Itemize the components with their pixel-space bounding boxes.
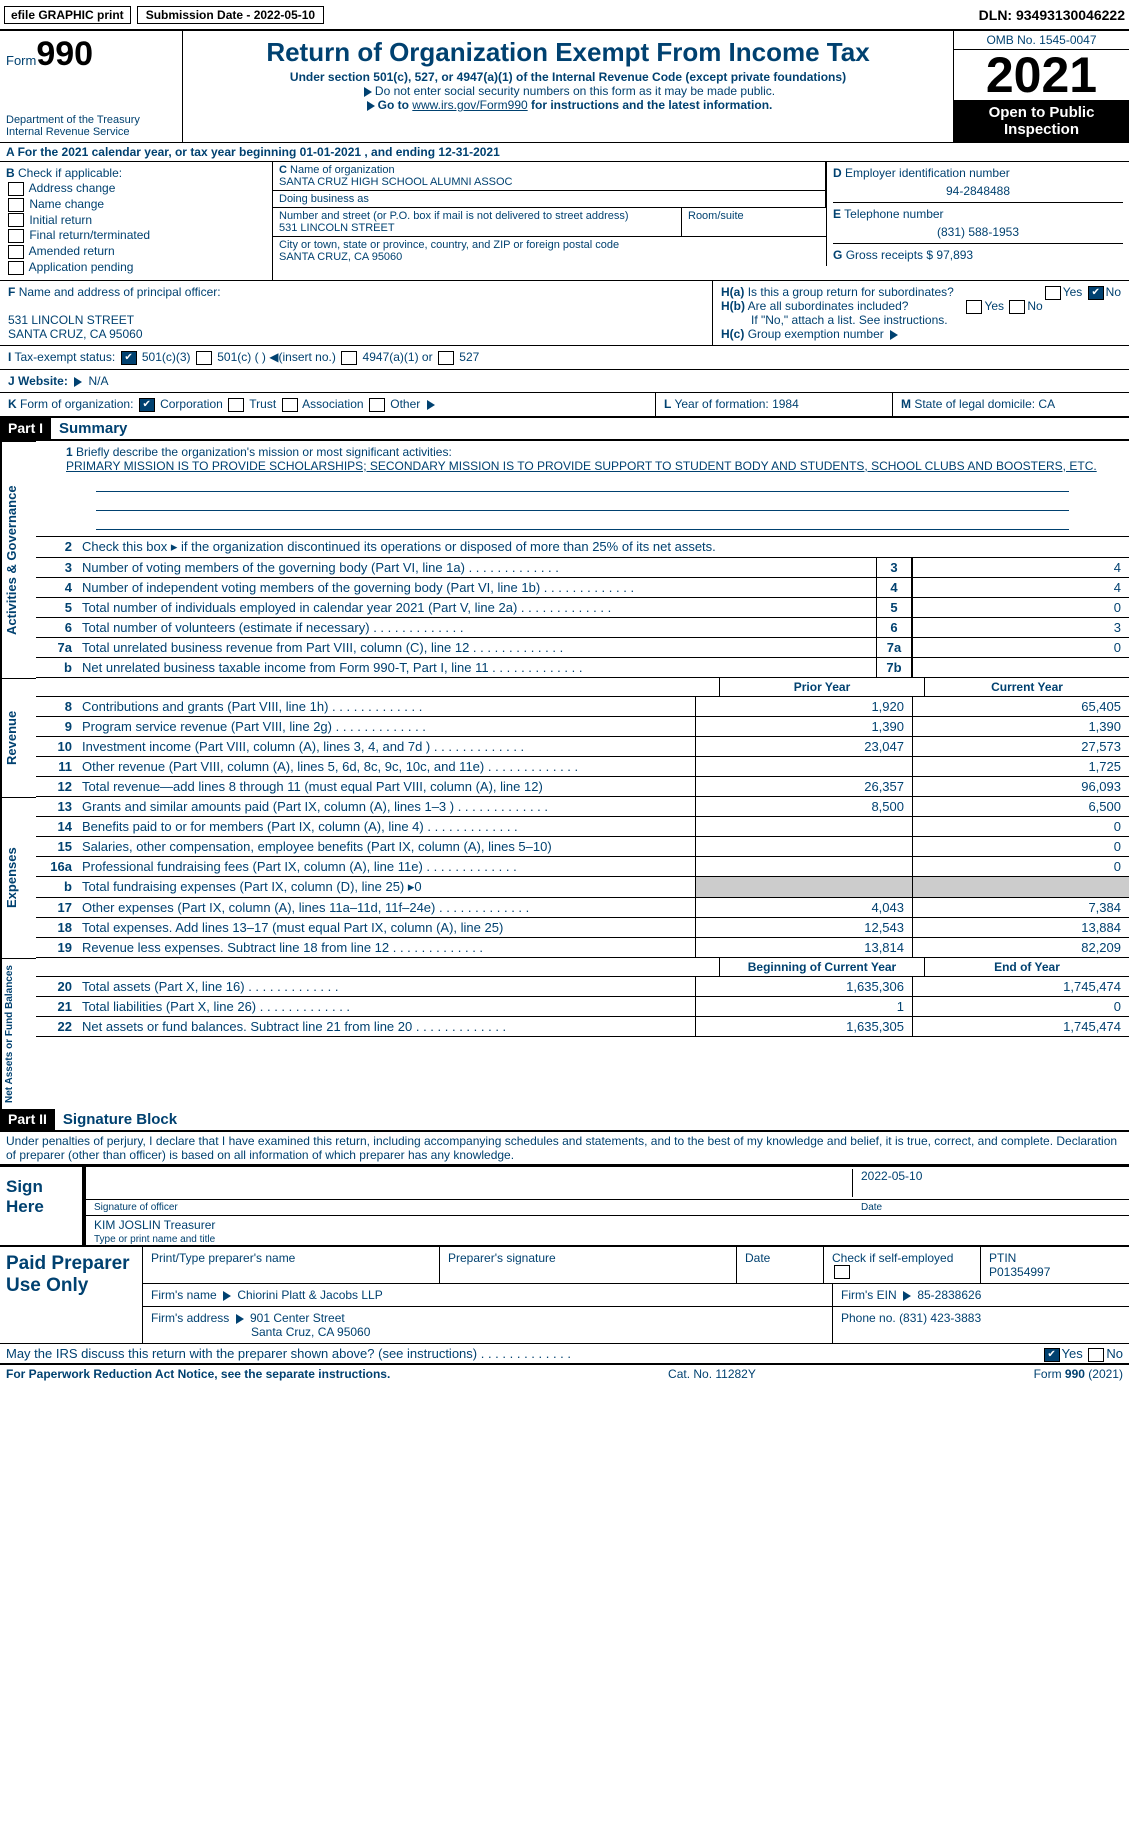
line-7b: bNet unrelated business taxable income f…: [36, 658, 1129, 678]
line-16b: bTotal fundraising expenses (Part IX, co…: [36, 877, 1129, 898]
tax-year: 2021: [954, 50, 1129, 100]
line-5: 5Total number of individuals employed in…: [36, 598, 1129, 618]
line-17: 17Other expenses (Part IX, column (A), l…: [36, 898, 1129, 918]
irs-label: Internal Revenue Service: [6, 126, 176, 138]
activities-governance: Activities & Governance 1 Briefly descri…: [0, 441, 1129, 678]
form-number: Form990: [6, 35, 176, 74]
net-assets-section: Net Assets or Fund Balances Beginning of…: [0, 958, 1129, 1109]
arrow-icon: [236, 1314, 244, 1324]
top-bar: efile GRAPHIC print Submission Date - 20…: [0, 0, 1129, 31]
revenue-section: Revenue Prior YearCurrent Year 8Contribu…: [0, 678, 1129, 797]
arrow-icon: [367, 101, 375, 111]
line-13: 13Grants and similar amounts paid (Part …: [36, 797, 1129, 817]
arrow-icon: [364, 87, 372, 97]
line-2: 2Check this box ▸ if the organization di…: [36, 537, 1129, 558]
line-10: 10Investment income (Part VIII, column (…: [36, 737, 1129, 757]
arrow-icon: [427, 400, 435, 410]
line-4: 4Number of independent voting members of…: [36, 578, 1129, 598]
footer: For Paperwork Reduction Act Notice, see …: [0, 1363, 1129, 1383]
box-c: C Name of organizationSANTA CRUZ HIGH SC…: [273, 162, 827, 266]
row-i: I Tax-exempt status: ✔ 501(c)(3) 501(c) …: [0, 346, 1129, 370]
arrow-icon: [903, 1291, 911, 1301]
line-21: 21Total liabilities (Part X, line 26)10: [36, 997, 1129, 1017]
box-deg: D Employer identification number94-28484…: [827, 162, 1129, 266]
row-a-period: A For the 2021 calendar year, or tax yea…: [0, 143, 1129, 162]
part1-header: Part I Summary: [0, 418, 1129, 441]
dept-treasury: Department of the Treasury: [6, 114, 176, 126]
link-note: Go to www.irs.gov/Form990 for instructio…: [191, 98, 945, 112]
dln: DLN: 93493130046222: [979, 7, 1125, 23]
line-6: 6Total number of volunteers (estimate if…: [36, 618, 1129, 638]
efile-print-button[interactable]: efile GRAPHIC print: [4, 6, 131, 24]
submission-date: Submission Date - 2022-05-10: [137, 6, 324, 24]
line-20: 20Total assets (Part X, line 16)1,635,30…: [36, 977, 1129, 997]
row-k: K Form of organization: ✔ Corporation Tr…: [0, 393, 1129, 418]
sign-here-block: Sign Here 2022-05-10 Signature of office…: [0, 1165, 1129, 1245]
line-18: 18Total expenses. Add lines 13–17 (must …: [36, 918, 1129, 938]
row-fh: F Name and address of principal officer:…: [0, 281, 1129, 346]
declaration: Under penalties of perjury, I declare th…: [0, 1132, 1129, 1165]
form-header: Form990 Department of the Treasury Inter…: [0, 31, 1129, 143]
public-inspection: Open to Public Inspection: [954, 100, 1129, 142]
line-15: 15Salaries, other compensation, employee…: [36, 837, 1129, 857]
part2-header: Part II Signature Block: [0, 1109, 1129, 1132]
line-14: 14Benefits paid to or for members (Part …: [36, 817, 1129, 837]
box-b: B Check if applicable: Address change Na…: [0, 162, 273, 280]
discuss-row: May the IRS discuss this return with the…: [0, 1343, 1129, 1363]
line-11: 11Other revenue (Part VIII, column (A), …: [36, 757, 1129, 777]
form-subtitle: Under section 501(c), 527, or 4947(a)(1)…: [191, 70, 945, 84]
line-3: 3Number of voting members of the governi…: [36, 558, 1129, 578]
line-16a: 16aProfessional fundraising fees (Part I…: [36, 857, 1129, 877]
line-19: 19Revenue less expenses. Subtract line 1…: [36, 938, 1129, 958]
arrow-icon: [890, 330, 898, 340]
arrow-icon: [74, 377, 82, 387]
line-12: 12Total revenue—add lines 8 through 11 (…: [36, 777, 1129, 797]
box-f: F Name and address of principal officer:…: [0, 281, 713, 345]
line-9: 9Program service revenue (Part VIII, lin…: [36, 717, 1129, 737]
expenses-section: Expenses 13Grants and similar amounts pa…: [0, 797, 1129, 958]
arrow-icon: [223, 1291, 231, 1301]
line-8: 8Contributions and grants (Part VIII, li…: [36, 697, 1129, 717]
line-1: 1 Briefly describe the organization's mi…: [36, 441, 1129, 537]
form-title: Return of Organization Exempt From Incom…: [191, 37, 945, 68]
irs-link[interactable]: www.irs.gov/Form990: [412, 98, 527, 112]
paid-preparer-block: Paid Preparer Use Only Print/Type prepar…: [0, 1245, 1129, 1344]
line-22: 22Net assets or fund balances. Subtract …: [36, 1017, 1129, 1037]
box-h: H(a) Is this a group return for subordin…: [713, 281, 1129, 345]
line-7a: 7aTotal unrelated business revenue from …: [36, 638, 1129, 658]
ssn-note: Do not enter social security numbers on …: [191, 84, 945, 98]
box-bcdefg: B Check if applicable: Address change Na…: [0, 162, 1129, 281]
row-j: J Website: N/A: [0, 370, 1129, 393]
